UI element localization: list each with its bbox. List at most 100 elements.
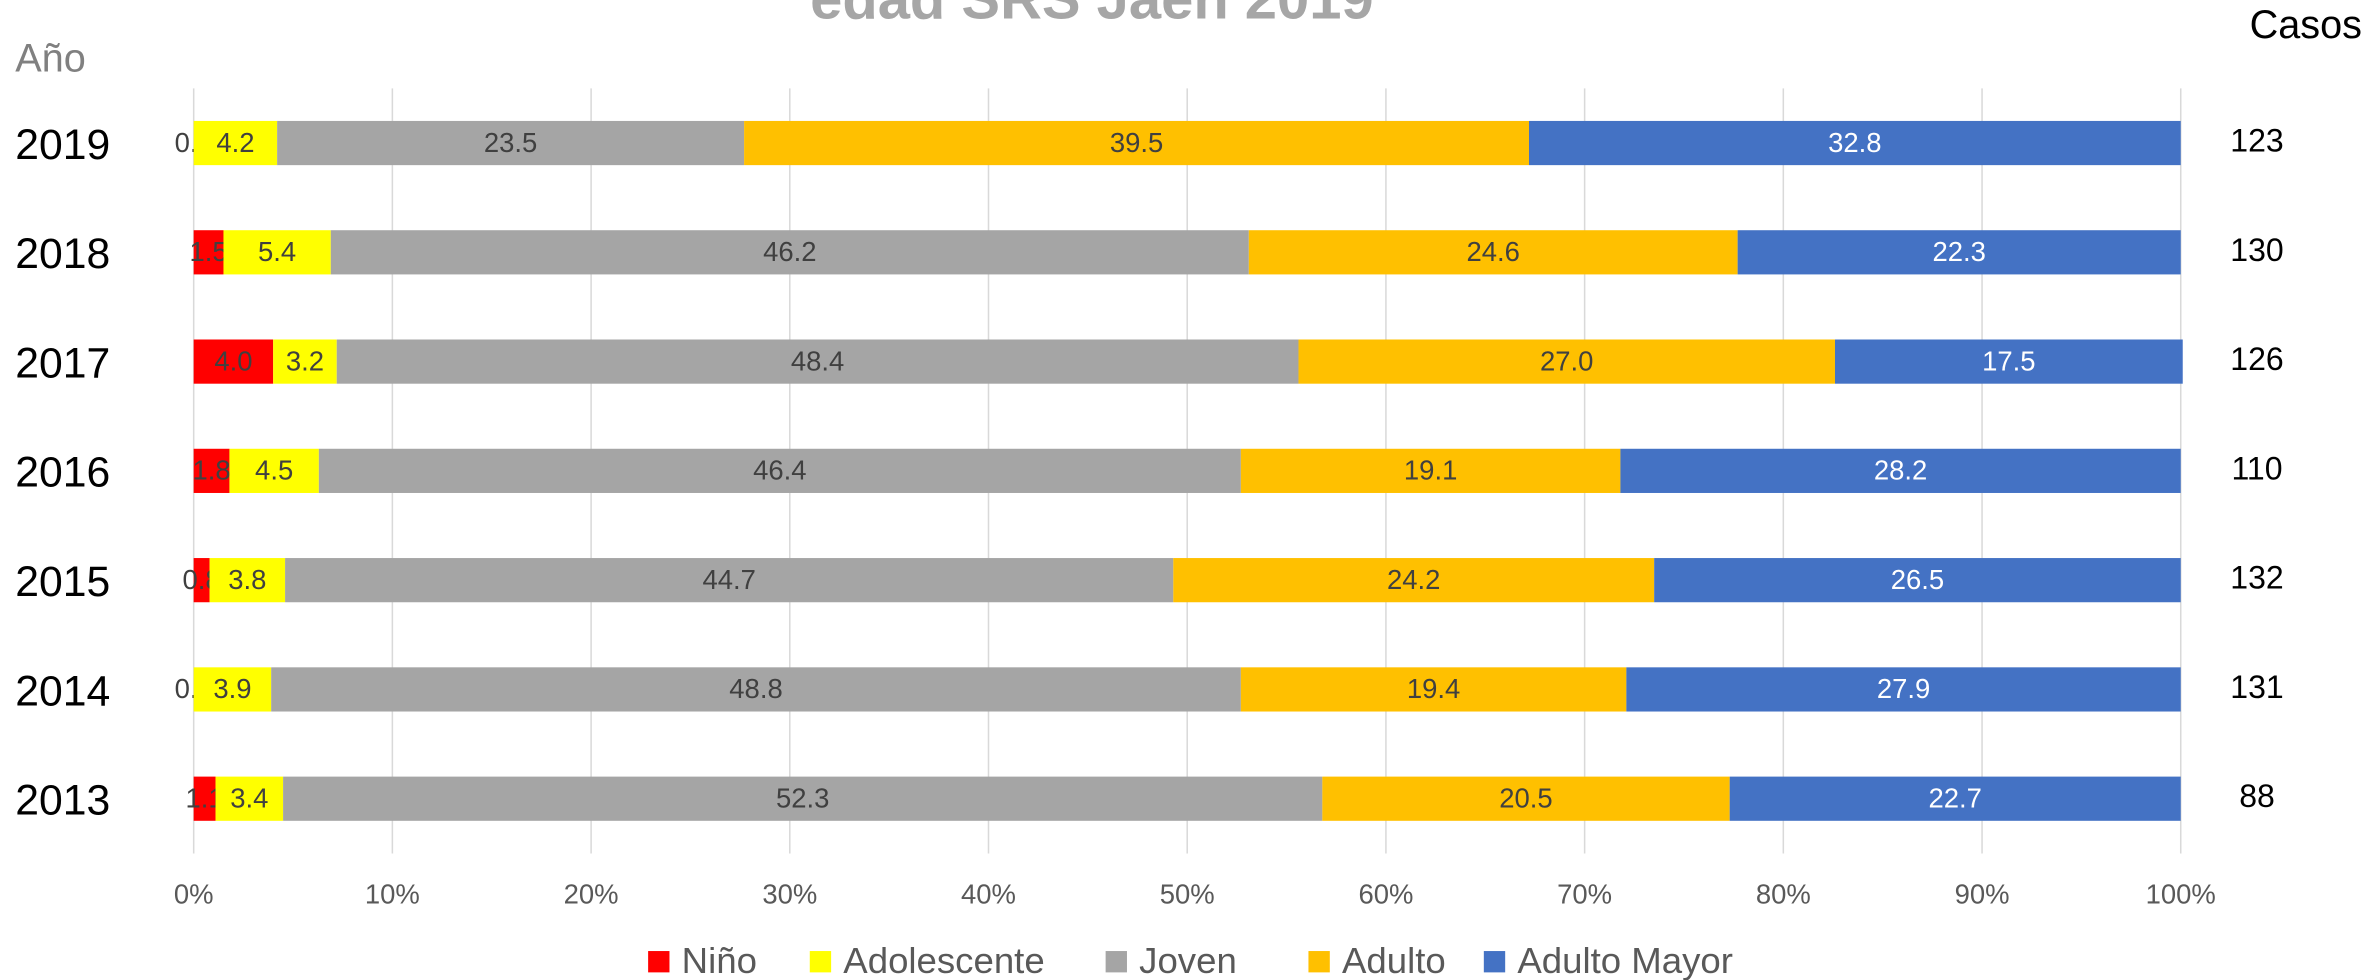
bar-segment xyxy=(336,339,1299,384)
bar-segment xyxy=(318,448,1241,493)
cases-value: 88 xyxy=(2239,778,2275,814)
data-label: 24.2 xyxy=(1387,564,1440,595)
x-tick-label: 20% xyxy=(564,878,619,909)
data-label: 46.2 xyxy=(763,236,816,267)
bar-segment xyxy=(1654,558,2181,603)
x-tick-label: 90% xyxy=(1955,878,2010,909)
data-label: 1.5 xyxy=(189,236,227,267)
data-label: 4.0 xyxy=(214,345,252,376)
bar-segment xyxy=(223,230,331,275)
bar-segment xyxy=(1834,339,2183,384)
bar-segment xyxy=(273,339,337,384)
bar-segment xyxy=(1240,667,1627,712)
data-label: 3.4 xyxy=(230,782,268,813)
data-label: 48.8 xyxy=(729,673,782,704)
data-label: 27.0 xyxy=(1540,345,1593,376)
bar-segment xyxy=(744,120,1529,166)
bar-segment xyxy=(193,120,278,166)
x-tick-label: 50% xyxy=(1160,878,1215,909)
bar-segment xyxy=(1298,339,1835,384)
data-label: 3.9 xyxy=(213,673,251,704)
data-label: 32.8 xyxy=(1828,127,1881,158)
bar-segment xyxy=(283,776,1323,821)
bar-segment xyxy=(209,558,286,603)
data-label: 19.4 xyxy=(1407,673,1460,704)
data-label: 52.3 xyxy=(776,782,829,813)
y-tick-label: 2019 xyxy=(15,121,110,169)
data-label: 19.1 xyxy=(1404,455,1457,486)
legend-swatch xyxy=(1308,951,1330,973)
data-label: 22.3 xyxy=(1932,236,1985,267)
data-label: 39.5 xyxy=(1110,127,1163,158)
bar-segment xyxy=(193,339,274,384)
data-label: 1.8 xyxy=(192,455,230,486)
bar-segment xyxy=(193,448,230,493)
legend-label: Adulto xyxy=(1342,940,1446,980)
cases-value: 132 xyxy=(2230,560,2283,596)
bar-segment xyxy=(215,776,284,821)
data-label: 23.5 xyxy=(484,127,537,158)
cases-value: 126 xyxy=(2230,341,2283,377)
legend-label: Niño xyxy=(682,940,757,980)
cases-value: 131 xyxy=(2230,669,2283,705)
x-tick-label: 10% xyxy=(365,878,420,909)
data-label: 20.5 xyxy=(1499,782,1552,813)
bar-segment xyxy=(1620,448,2181,493)
bar-segment xyxy=(1729,776,2181,821)
x-tick-label: 0% xyxy=(174,878,214,909)
bar-segment xyxy=(271,667,1241,712)
data-label: 5.4 xyxy=(258,236,296,267)
legend-label: Adolescente xyxy=(843,940,1044,980)
bar-segment xyxy=(193,776,216,821)
y-tick-label: 2017 xyxy=(15,339,110,387)
data-label: 44.7 xyxy=(702,564,755,595)
data-label: 4.2 xyxy=(216,127,254,158)
y-tick-label: 2014 xyxy=(15,667,110,715)
data-label: 3.2 xyxy=(286,345,324,376)
data-label: 27.9 xyxy=(1877,673,1930,704)
bar-segment xyxy=(1626,667,2181,712)
y-axis-label: Año xyxy=(15,36,86,80)
bar-segment xyxy=(229,448,319,493)
legend-swatch xyxy=(1483,951,1506,973)
data-label: 17.5 xyxy=(1982,345,2035,376)
legend-label: Joven xyxy=(1139,940,1237,980)
bar-segment xyxy=(193,558,210,603)
y-tick-label: 2013 xyxy=(15,777,110,825)
legend-swatch xyxy=(809,951,832,973)
y-tick-label: 2018 xyxy=(15,230,110,278)
data-label: 24.6 xyxy=(1467,236,1520,267)
bar-segment xyxy=(1240,448,1621,493)
bar-segment xyxy=(330,230,1249,275)
bar-segment xyxy=(1322,776,1730,821)
y-tick-label: 2016 xyxy=(15,449,110,497)
data-label: 48.4 xyxy=(791,345,844,376)
bar-segment xyxy=(193,230,224,275)
legend-label: Adulto Mayor xyxy=(1517,940,1733,980)
cases-value: 110 xyxy=(2231,450,2282,486)
x-tick-label: 40% xyxy=(961,878,1016,909)
data-label: 22.7 xyxy=(1929,782,1982,813)
data-label: 46.4 xyxy=(753,455,806,486)
bar-segment xyxy=(1528,120,2181,166)
legend-swatch xyxy=(1105,951,1127,973)
bar-segment xyxy=(193,667,272,712)
cases-value: 123 xyxy=(2230,122,2283,158)
x-tick-label: 30% xyxy=(762,878,817,909)
data-label: 26.5 xyxy=(1891,564,1944,595)
x-tick-label: 100% xyxy=(2146,878,2216,909)
x-tick-label: 70% xyxy=(1557,878,1612,909)
cases-value: 130 xyxy=(2230,232,2283,268)
y-tick-label: 2015 xyxy=(15,558,110,606)
x-tick-label: 60% xyxy=(1358,878,1413,909)
data-label: 28.2 xyxy=(1874,455,1927,486)
bar-segment xyxy=(1737,230,2181,275)
bar-segment xyxy=(1248,230,1738,275)
data-label: 4.5 xyxy=(255,455,293,486)
x-tick-label: 80% xyxy=(1756,878,1811,909)
data-label: 3.8 xyxy=(228,564,266,595)
bar-segment xyxy=(285,558,1174,603)
chart-title: edad SRS Jaén 2019 xyxy=(810,0,1374,31)
cases-label: Casos xyxy=(2250,3,2362,47)
